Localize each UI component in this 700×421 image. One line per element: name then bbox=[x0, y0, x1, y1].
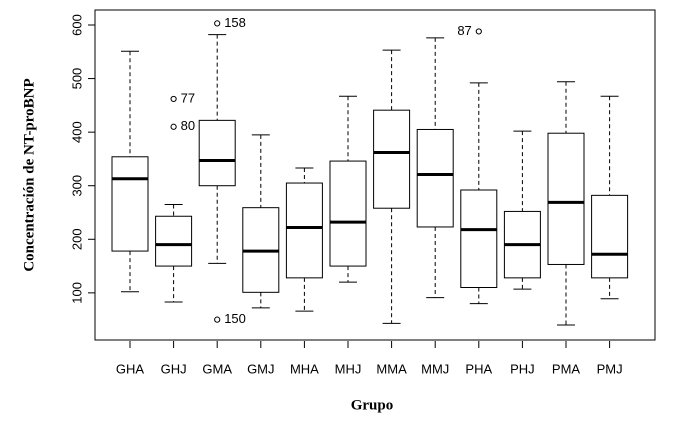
outlier-label: 158 bbox=[224, 15, 246, 30]
box bbox=[591, 194, 629, 279]
x-tick-label: PMJ bbox=[597, 361, 623, 376]
box bbox=[285, 182, 323, 279]
outlier-label: 77 bbox=[181, 90, 195, 105]
x-tick-label: MMA bbox=[376, 361, 407, 376]
y-tick-label: 400 bbox=[69, 121, 84, 143]
y-tick-label: 100 bbox=[69, 282, 84, 304]
x-tick-label: GMA bbox=[202, 361, 232, 376]
x-axis-title: Grupo bbox=[351, 397, 394, 413]
box bbox=[329, 160, 367, 267]
x-tick-label: PMA bbox=[552, 361, 581, 376]
outlier-label: 150 bbox=[224, 311, 246, 326]
x-tick-label: MMJ bbox=[421, 361, 449, 376]
outlier bbox=[170, 123, 177, 130]
outlier bbox=[214, 316, 221, 323]
plot-frame bbox=[94, 9, 656, 341]
outlier-label: 80 bbox=[181, 118, 195, 133]
box bbox=[111, 156, 149, 252]
box bbox=[373, 109, 411, 209]
outlier bbox=[475, 28, 482, 35]
y-axis-title: Concentración de NT-proBNP bbox=[21, 78, 37, 271]
box bbox=[547, 132, 585, 265]
box bbox=[416, 128, 454, 228]
y-tick-label: 200 bbox=[69, 228, 84, 250]
x-tick-label: PHA bbox=[465, 361, 492, 376]
box bbox=[155, 215, 193, 267]
y-tick-label: 500 bbox=[69, 68, 84, 90]
outlier bbox=[214, 20, 221, 27]
box bbox=[198, 119, 236, 187]
y-tick-label: 300 bbox=[69, 175, 84, 197]
outlier-label: 87 bbox=[457, 23, 471, 38]
x-tick-label: GHJ bbox=[161, 361, 187, 376]
x-tick-label: GMJ bbox=[247, 361, 274, 376]
x-tick-label: MHA bbox=[290, 361, 319, 376]
x-tick-label: PHJ bbox=[510, 361, 535, 376]
y-tick-label: 600 bbox=[69, 14, 84, 36]
x-tick-label: MHJ bbox=[335, 361, 362, 376]
outlier bbox=[170, 95, 177, 103]
box bbox=[460, 189, 498, 288]
x-tick-label: GHA bbox=[116, 361, 145, 376]
